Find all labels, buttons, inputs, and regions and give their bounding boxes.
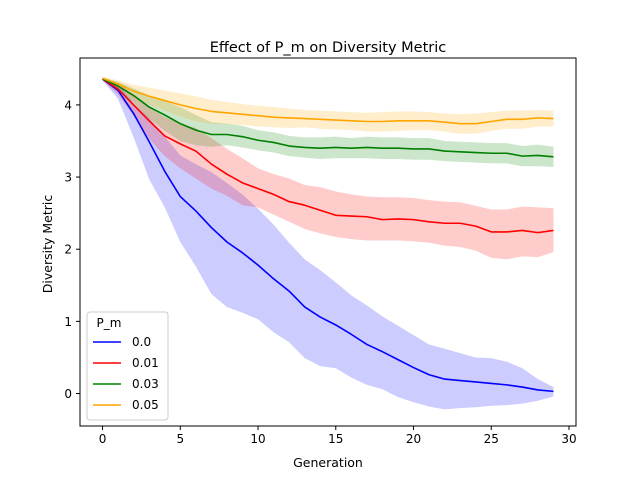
x-tick-label: 30 [561,432,576,446]
legend-label-0.01: 0.01 [132,356,159,370]
y-tick-label: 1 [64,315,72,329]
x-tick-label: 20 [406,432,421,446]
series-band-0.01 [102,77,554,260]
x-axis-label: Generation [293,455,363,470]
x-tick-label: 0 [99,432,107,446]
x-tick-label: 25 [484,432,499,446]
x-tick-label: 15 [328,432,343,446]
legend-box [86,311,169,421]
legend-title: P_m [97,316,122,330]
y-axis-label: Diversity Metric [40,195,55,294]
legend-label-0.03: 0.03 [132,377,159,391]
series-band-0.05 [102,76,554,134]
y-tick-label: 4 [64,98,72,112]
series-band-0.0 [102,77,554,410]
x-tick-label: 10 [250,432,265,446]
plot-area: 0 5 10 15 20 25 30 0 1 2 3 4 P_m 0.0 0.01 0.03 0.05 [64,57,577,446]
y-tick-label: 3 [64,171,72,185]
legend: P_m 0.0 0.01 0.03 0.05 [86,311,169,421]
series-band-0.03 [102,77,554,167]
legend-label-0.0: 0.0 [132,335,151,349]
y-tick-label: 2 [64,243,72,257]
legend-label-0.05: 0.05 [132,398,159,412]
series-line-0.0 [102,78,554,393]
series-line-0.05 [102,77,554,125]
chart-title: Effect of P_m on Diversity Metric [210,40,447,56]
series-line-0.01 [102,78,554,234]
axes-frame [79,57,577,427]
series-line-0.03 [102,78,554,158]
y-tick-label: 0 [64,387,72,401]
x-tick-label: 5 [176,432,184,446]
